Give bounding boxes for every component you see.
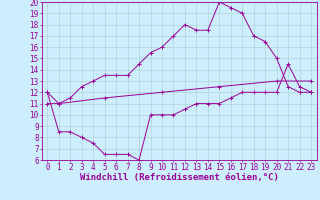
- X-axis label: Windchill (Refroidissement éolien,°C): Windchill (Refroidissement éolien,°C): [80, 173, 279, 182]
